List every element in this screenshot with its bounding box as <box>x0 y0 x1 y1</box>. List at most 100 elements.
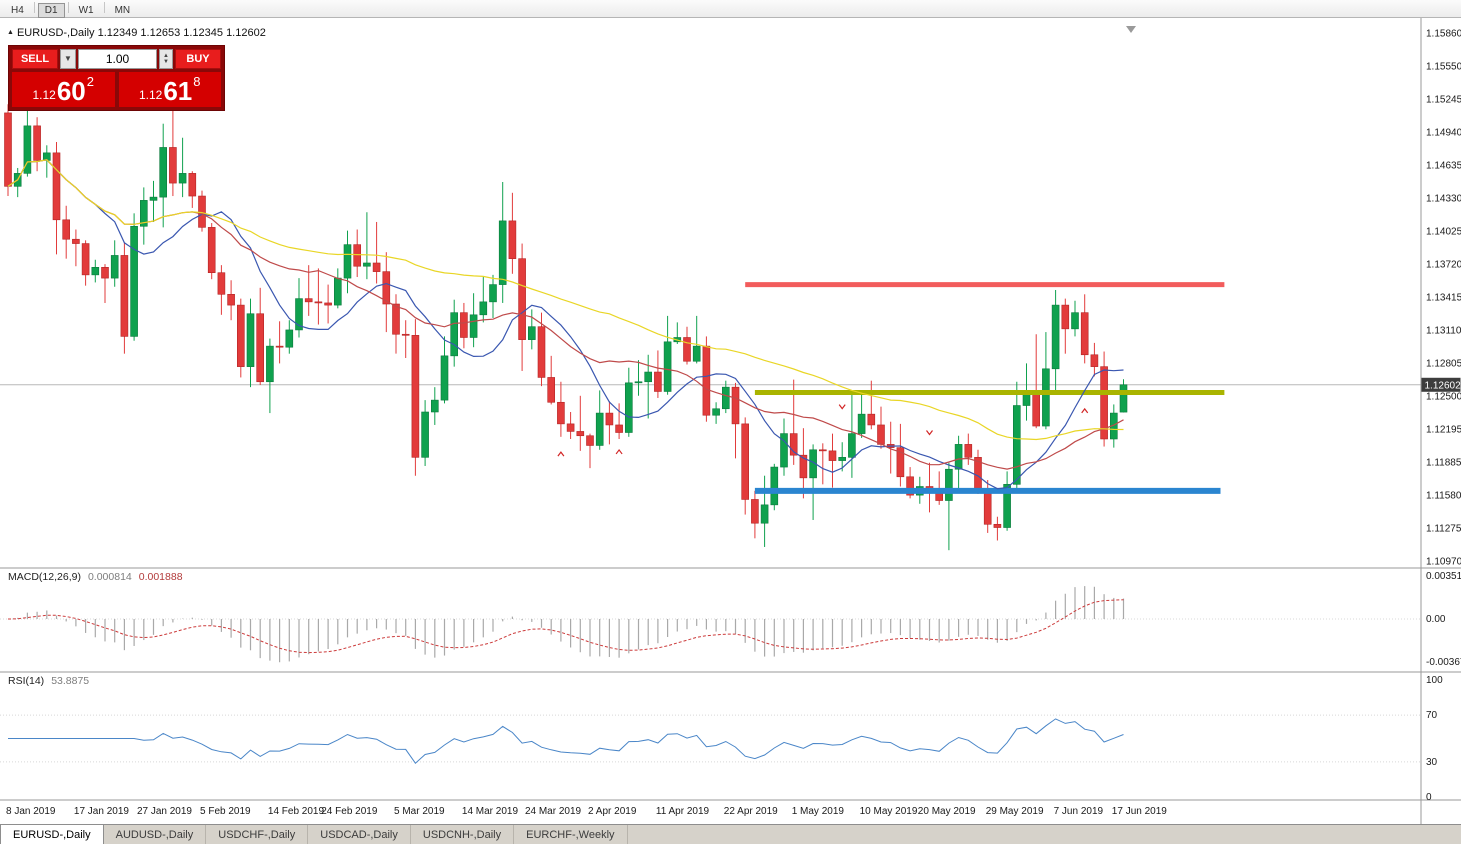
candle <box>479 301 488 316</box>
chart-tab-eurusd[interactable]: EURUSD-,Daily <box>0 825 104 844</box>
candle <box>983 490 992 525</box>
macd-signal-value: 0.001888 <box>138 571 183 583</box>
candle <box>566 423 575 432</box>
sell-price-pip: 2 <box>86 74 94 89</box>
sell-price-display[interactable]: 1.12 60 2 <box>12 72 115 107</box>
timeframe-toolbar: H4 D1 W1 MN <box>0 0 1461 18</box>
spin-down-icon[interactable]: ▼ <box>163 59 169 65</box>
candle <box>828 450 837 461</box>
candle <box>789 433 798 456</box>
buy-price-display[interactable]: 1.12 61 8 <box>118 72 221 107</box>
candle <box>295 298 303 331</box>
chart-window: 1.15860 1.15550 1.15245 1.14940 1.14635 1.143… <box>0 18 1461 824</box>
chart-tab-audusd[interactable]: AUDUSD-,Daily <box>104 825 207 844</box>
collapse-triangle-icon[interactable]: ▲ <box>7 29 14 36</box>
candle <box>576 431 585 437</box>
candle <box>702 345 711 416</box>
scale-label: 1.10970 <box>1426 557 1461 568</box>
scale-label: 1.11885 <box>1426 458 1461 469</box>
candle <box>256 313 265 383</box>
buy-price-prefix: 1.12 <box>138 88 163 102</box>
candle <box>101 267 109 279</box>
time-label: 1 May 2019 <box>792 806 845 817</box>
candle <box>877 424 885 445</box>
candle <box>440 355 449 401</box>
spin-up-icon[interactable]: ▲ <box>163 53 169 59</box>
candle <box>411 335 420 458</box>
candle <box>23 125 32 174</box>
time-label: 27 Jan 2019 <box>137 806 192 817</box>
candle <box>159 147 167 198</box>
candle <box>469 314 478 338</box>
scale-label: 1.12805 <box>1426 359 1461 370</box>
macd-scale-label: -0.00367 <box>1426 657 1461 668</box>
candle <box>721 386 730 410</box>
chart-ohlc-title: ▲ EURUSD-,Daily 1.12349 1.12653 1.12345 1… <box>7 27 266 39</box>
time-label: 8 Jan 2019 <box>6 806 56 817</box>
candle <box>945 468 953 501</box>
sell-button[interactable]: SELL <box>12 49 58 69</box>
time-label: 17 Jan 2019 <box>74 806 129 817</box>
price-scale[interactable]: 1.15860 1.15550 1.15245 1.14940 1.14635 1.143… <box>1421 29 1461 804</box>
macd-pane[interactable] <box>0 586 1421 663</box>
arrow-marker <box>838 404 846 410</box>
timeframe-button-h4[interactable]: H4 <box>4 3 31 18</box>
scale-label: 1.14635 <box>1426 161 1461 172</box>
scale-label: 1.15245 <box>1426 95 1461 106</box>
candle <box>760 504 769 524</box>
moving-average-50 <box>7 159 1124 441</box>
scale-label: 1.12500 <box>1426 392 1461 403</box>
scale-label: 1.14940 <box>1426 128 1461 139</box>
volume-spinner[interactable]: ▲ ▼ <box>159 49 173 69</box>
main-price-pane[interactable] <box>0 102 1421 551</box>
candle <box>1090 354 1099 367</box>
candle <box>683 337 691 362</box>
candle <box>217 272 226 295</box>
chart-tab-usdcad[interactable]: USDCAD-,Daily <box>308 825 411 844</box>
candle <box>207 227 216 274</box>
candle <box>52 152 61 221</box>
buy-price-pip: 8 <box>193 74 201 89</box>
sell-price-prefix: 1.12 <box>32 88 56 102</box>
time-axis[interactable]: 8 Jan 2019 17 Jan 2019 27 Jan 2019 5 Feb 20… <box>6 806 1167 817</box>
candle <box>140 200 148 227</box>
time-label: 29 May 2019 <box>986 806 1044 817</box>
rsi-scale-label: 70 <box>1426 710 1438 721</box>
volume-dropdown-icon[interactable]: ▼ <box>60 49 76 69</box>
candle <box>353 244 362 267</box>
time-label: 22 Apr 2019 <box>724 806 778 817</box>
candle <box>1080 312 1089 356</box>
time-label: 10 May 2019 <box>860 806 918 817</box>
volume-input[interactable]: 1.00 <box>78 49 157 69</box>
candle <box>1051 304 1060 370</box>
scale-label: 1.14025 <box>1426 227 1461 238</box>
chart-tab-eurchf[interactable]: EURCHF-,Weekly <box>514 825 628 844</box>
candle <box>72 238 80 244</box>
candle <box>557 401 565 425</box>
macd-histogram <box>17 586 1125 663</box>
candle <box>149 196 158 201</box>
candle <box>401 333 410 336</box>
moving-average-20 <box>7 159 1124 470</box>
buy-button[interactable]: BUY <box>175 49 221 69</box>
time-label: 24 Mar 2019 <box>525 806 582 817</box>
candle <box>372 262 381 272</box>
sell-price-main: 60 <box>56 76 86 106</box>
candle <box>81 243 90 276</box>
timeframe-button-w1[interactable]: W1 <box>72 3 101 18</box>
candle <box>314 301 323 304</box>
candle <box>343 244 352 279</box>
candle <box>634 381 643 384</box>
chart-canvas[interactable]: 1.15860 1.15550 1.15245 1.14940 1.14635 1.143… <box>0 18 1461 824</box>
candle <box>382 271 391 305</box>
candle <box>770 466 779 506</box>
candle <box>498 220 507 285</box>
chart-tab-usdcnh[interactable]: USDCNH-,Daily <box>411 825 515 844</box>
chart-tab-usdchf[interactable]: USDCHF-,Daily <box>206 825 309 844</box>
rsi-pane[interactable] <box>0 714 1421 764</box>
candle <box>237 304 245 367</box>
scale-label: 1.15550 <box>1426 62 1461 73</box>
timeframe-button-mn[interactable]: MN <box>108 3 138 18</box>
timeframe-button-d1[interactable]: D1 <box>37 2 65 18</box>
scale-label: 1.13110 <box>1426 326 1461 337</box>
